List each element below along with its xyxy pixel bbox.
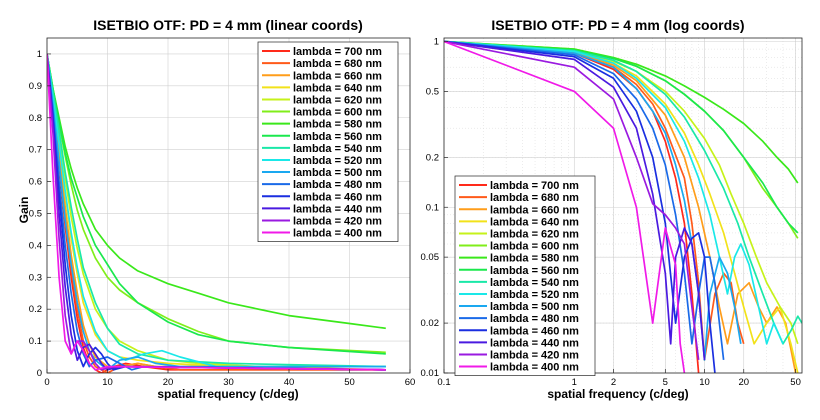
y-tick-label: 0.3 bbox=[29, 272, 42, 283]
chart-title: ISETBIO OTF: PD = 4 mm (log coords) bbox=[491, 17, 744, 33]
x-tick-label: 5 bbox=[663, 377, 668, 388]
x-tick-label: 2 bbox=[611, 377, 616, 388]
y-tick-label: 0.05 bbox=[421, 252, 440, 263]
x-tick-label: 40 bbox=[284, 377, 295, 388]
y-tick-label: 0.02 bbox=[421, 318, 440, 329]
y-tick-label: 0 bbox=[37, 368, 42, 379]
legend-label: lambda = 700 nm bbox=[293, 46, 382, 58]
series-group bbox=[444, 40, 802, 373]
y-tick-label: 0.2 bbox=[426, 152, 439, 163]
legend-label: lambda = 420 nm bbox=[293, 215, 382, 227]
legend-label: lambda = 680 nm bbox=[490, 192, 579, 204]
x-tick-label: 10 bbox=[699, 377, 710, 388]
legend-label: lambda = 420 nm bbox=[490, 349, 579, 361]
x-tick-label: 20 bbox=[738, 377, 749, 388]
legend-label: lambda = 520 nm bbox=[293, 155, 382, 167]
x-axis-label: spatial frequency (c/deg) bbox=[157, 387, 298, 401]
series-line bbox=[444, 40, 799, 234]
legend-label: lambda = 580 nm bbox=[490, 253, 579, 265]
x-tick-label: 0 bbox=[44, 377, 49, 388]
series-line bbox=[444, 40, 700, 373]
series-group bbox=[47, 53, 386, 373]
legend-label: lambda = 540 nm bbox=[490, 277, 579, 289]
legend-label: lambda = 400 nm bbox=[293, 228, 382, 240]
y-tick-label: 0.01 bbox=[421, 368, 440, 379]
legend-label: lambda = 640 nm bbox=[293, 82, 382, 94]
series-line bbox=[444, 40, 716, 373]
y-tick-label: 0.2 bbox=[29, 304, 42, 315]
legend-label: lambda = 460 nm bbox=[293, 191, 382, 203]
legend-label: lambda = 600 nm bbox=[490, 241, 579, 253]
series-line bbox=[47, 53, 386, 330]
y-tick-label: 0.1 bbox=[426, 202, 439, 213]
legend-label: lambda = 400 nm bbox=[490, 362, 579, 374]
y-tick-label: 1 bbox=[37, 49, 42, 60]
series-line bbox=[444, 40, 802, 345]
legend-label: lambda = 540 nm bbox=[293, 143, 382, 155]
legend-label: lambda = 640 nm bbox=[490, 216, 579, 228]
x-tick-label: 20 bbox=[163, 377, 174, 388]
legend-label: lambda = 680 nm bbox=[293, 58, 382, 70]
x-tick-label: 50 bbox=[790, 377, 801, 388]
legend-label: lambda = 660 nm bbox=[490, 204, 579, 216]
y-tick-label: 0.7 bbox=[29, 145, 42, 156]
axes-frame bbox=[443, 37, 803, 374]
y-axis-label: Gain bbox=[17, 197, 31, 224]
y-tick-label: 0.1 bbox=[29, 336, 42, 347]
legend-label: lambda = 500 nm bbox=[293, 167, 382, 179]
y-tick-label: 1 bbox=[434, 37, 439, 48]
series-line bbox=[444, 40, 700, 361]
series-line bbox=[444, 40, 799, 184]
x-tick-label: 60 bbox=[405, 377, 416, 388]
x-tick-label: 1 bbox=[572, 377, 577, 388]
y-tick-label: 0.4 bbox=[29, 240, 42, 251]
x-tick-label: 0.1 bbox=[437, 377, 450, 388]
legend-label: lambda = 620 nm bbox=[490, 228, 579, 240]
x-tick-label: 50 bbox=[344, 377, 355, 388]
legend-label: lambda = 480 nm bbox=[490, 313, 579, 325]
series-line bbox=[47, 53, 386, 355]
legend-label: lambda = 560 nm bbox=[293, 131, 382, 143]
series-line bbox=[444, 40, 686, 373]
y-tick-label: 0.5 bbox=[426, 86, 439, 97]
legend-label: lambda = 500 nm bbox=[490, 301, 579, 313]
chart-log: ISETBIO OTF: PD = 4 mm (log coords) spat… bbox=[421, 17, 803, 401]
y-tick-label: 0.8 bbox=[29, 113, 42, 124]
series-line bbox=[47, 53, 386, 368]
y-tick-label: 0.6 bbox=[29, 177, 42, 188]
series-line bbox=[444, 40, 725, 360]
chart-title: ISETBIO OTF: PD = 4 mm (linear coords) bbox=[93, 17, 363, 33]
y-tick-label: 0.5 bbox=[29, 208, 42, 219]
series-line bbox=[47, 53, 386, 371]
legend-label: lambda = 560 nm bbox=[490, 265, 579, 277]
legend-label: lambda = 440 nm bbox=[293, 203, 382, 215]
x-tick-label: 30 bbox=[223, 377, 234, 388]
legend-label: lambda = 700 nm bbox=[490, 180, 579, 192]
legend-label: lambda = 520 nm bbox=[490, 289, 579, 301]
chart-linear: ISETBIO OTF: PD = 4 mm (linear coords) s… bbox=[17, 17, 415, 401]
series-line bbox=[444, 40, 742, 361]
series-line bbox=[444, 40, 799, 373]
series-line bbox=[444, 40, 706, 360]
y-tick-label: 0.9 bbox=[29, 81, 42, 92]
legend-label: lambda = 580 nm bbox=[293, 119, 382, 131]
legend-label: lambda = 480 nm bbox=[293, 179, 382, 191]
series-line bbox=[47, 53, 386, 371]
x-axis-label: spatial frequency (c/deg) bbox=[547, 387, 688, 401]
legend-label: lambda = 620 nm bbox=[293, 94, 382, 106]
legend-label: lambda = 600 nm bbox=[293, 107, 382, 119]
x-tick-label: 10 bbox=[102, 377, 113, 388]
legend-label: lambda = 440 nm bbox=[490, 337, 579, 349]
legend-label: lambda = 660 nm bbox=[293, 70, 382, 82]
legend-label: lambda = 460 nm bbox=[490, 325, 579, 337]
series-line bbox=[47, 53, 386, 368]
